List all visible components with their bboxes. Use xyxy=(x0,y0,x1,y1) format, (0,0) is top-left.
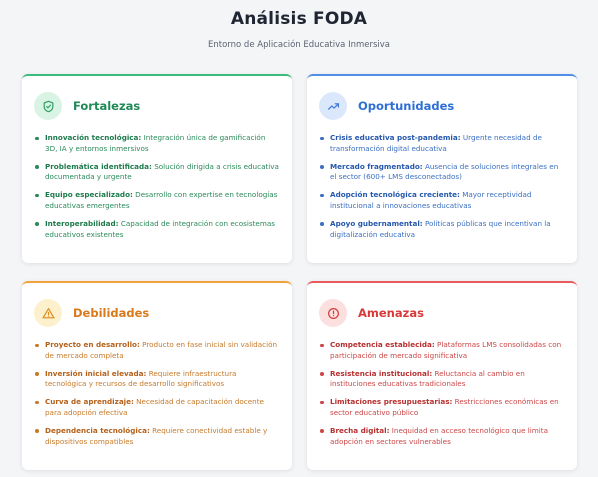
item-text: Ausencia de soluciones integrales en el … xyxy=(330,161,559,182)
item-text: Restricciones económicas en sector educa… xyxy=(330,397,559,417)
list-item: Interoperabilidad: Capacidad de integrac… xyxy=(34,219,280,241)
item-label: Competencia establecida: xyxy=(330,340,435,349)
opportunities-title: Oportunidades xyxy=(358,99,455,113)
strengths-header: Fortalezas xyxy=(34,92,280,120)
item-label: Inversión inicial elevada: xyxy=(45,368,147,378)
item-label: Resistencia institucional: xyxy=(330,368,433,378)
weaknesses-list: Proyecto en desarrollo: Producto en fase… xyxy=(34,340,280,447)
shield-check-icon xyxy=(34,92,62,120)
item-text: Urgente necesidad de transformación digi… xyxy=(330,133,542,153)
list-item: Inversión inicial elevada: Requiere infr… xyxy=(34,369,280,391)
list-item: Apoyo gubernamental: Políticas públicas … xyxy=(319,219,565,241)
item-label: Apoyo gubernamental: xyxy=(330,218,423,228)
alert-circle-icon xyxy=(319,299,347,327)
item-text: Inequidad en acceso tecnológico que limi… xyxy=(330,425,548,446)
bullet-dot xyxy=(320,372,324,376)
bullet-dot xyxy=(320,165,324,169)
trending-up-icon xyxy=(319,92,347,120)
bullet-dot xyxy=(35,136,39,141)
page-title: Análisis FODA xyxy=(230,9,368,29)
item-label: Mercado fragmentado: xyxy=(330,161,423,171)
opportunities-card: Oportunidades Crisis educativa post-pand… xyxy=(307,74,577,263)
item-text: Requiere infraestructura tecnológica y r… xyxy=(45,368,237,389)
item-label: Problemática identificada: xyxy=(45,161,152,171)
item-text: Políticas públicas que incentivan la dig… xyxy=(330,218,551,239)
strengths-list: Innovación tecnológica: Integración únic… xyxy=(34,133,280,240)
strengths-title: Fortalezas xyxy=(73,99,141,113)
item-label: Proyecto en desarrollo: xyxy=(45,340,140,349)
opportunities-header: Oportunidades xyxy=(319,92,565,120)
item-text: Capacidad de integración con ecosistemas… xyxy=(45,218,276,239)
item-label: Limitaciones presupuestarias: xyxy=(330,397,453,407)
list-item: Resistencia institucional: Reluctancia a… xyxy=(319,369,565,391)
item-label: Adopción tecnológica creciente: xyxy=(330,190,460,200)
list-item: Curva de aprendizaje: Necesidad de capac… xyxy=(34,397,280,419)
bullet-dot xyxy=(35,429,39,434)
bullet-dot xyxy=(35,193,39,198)
page-subtitle: Entorno de Aplicación Educativa Inmersiv… xyxy=(208,40,390,50)
list-item: Brecha digital: Inequidad en acceso tecn… xyxy=(319,426,565,448)
item-text: Reluctancia al cambio en instituciones e… xyxy=(330,368,525,389)
bullet-dot xyxy=(35,400,39,405)
list-item: Limitaciones presupuestarias: Restriccio… xyxy=(319,397,565,419)
item-label: Interoperabilidad: xyxy=(45,218,119,228)
threats-title: Amenazas xyxy=(358,306,424,320)
bullet-dot xyxy=(320,222,324,227)
threats-list: Competencia establecida: Plataformas LMS… xyxy=(319,340,565,447)
bullet-dot xyxy=(35,222,39,227)
strengths-card: Fortalezas Innovación tecnológica: Integ… xyxy=(22,74,292,263)
item-text: Integración única de gamificación 3D, IA… xyxy=(45,133,266,153)
item-label: Curva de aprendizaje: xyxy=(45,397,134,407)
bullet-dot xyxy=(35,372,39,376)
item-text: Plataformas LMS consolidadas con partici… xyxy=(330,340,562,360)
weaknesses-title: Debilidades xyxy=(73,306,150,320)
item-text: Solución dirigida a crisis educativa doc… xyxy=(45,161,279,182)
item-label: Innovación tecnológica: xyxy=(45,133,142,142)
threats-header: Amenazas xyxy=(319,299,565,327)
item-label: Equipo especializado: xyxy=(45,190,133,200)
weaknesses-card: Debilidades Proyecto en desarrollo: Prod… xyxy=(22,281,292,470)
list-item: Mercado fragmentado: Ausencia de solucio… xyxy=(319,162,565,184)
threats-card: Amenazas Competencia establecida: Plataf… xyxy=(307,281,577,470)
warning-triangle-icon xyxy=(34,299,62,327)
list-item: Dependencia tecnológica: Requiere conect… xyxy=(34,426,280,448)
bullet-dot xyxy=(35,165,39,169)
item-text: Desarrollo con expertise en tecnologías … xyxy=(45,190,278,210)
item-text: Producto en fase inicial sin validación … xyxy=(45,340,278,360)
item-label: Brecha digital: xyxy=(330,425,390,435)
list-item: Competencia establecida: Plataformas LMS… xyxy=(319,340,565,362)
opportunities-list: Crisis educativa post-pandemia: Urgente … xyxy=(319,133,565,240)
bullet-dot xyxy=(320,193,324,198)
bullet-dot xyxy=(320,136,324,141)
bullet-dot xyxy=(35,343,39,348)
list-item: Adopción tecnológica creciente: Mayor re… xyxy=(319,190,565,212)
weaknesses-header: Debilidades xyxy=(34,299,280,327)
bullet-dot xyxy=(320,429,324,434)
list-item: Crisis educativa post-pandemia: Urgente … xyxy=(319,133,565,155)
item-text: Requiere conectividad estable y disposit… xyxy=(45,425,268,446)
item-label: Dependencia tecnológica: xyxy=(45,425,150,435)
list-item: Problemática identificada: Solución diri… xyxy=(34,162,280,184)
bullet-dot xyxy=(320,400,324,405)
item-text: Necesidad de capacitación docente para a… xyxy=(45,397,264,417)
bullet-dot xyxy=(320,343,324,348)
item-label: Crisis educativa post-pandemia: xyxy=(330,133,461,142)
list-item: Equipo especializado: Desarrollo con exp… xyxy=(34,190,280,212)
list-item: Proyecto en desarrollo: Producto en fase… xyxy=(34,340,280,362)
item-text: Mayor receptividad institucional a innov… xyxy=(330,190,532,210)
list-item: Innovación tecnológica: Integración únic… xyxy=(34,133,280,155)
